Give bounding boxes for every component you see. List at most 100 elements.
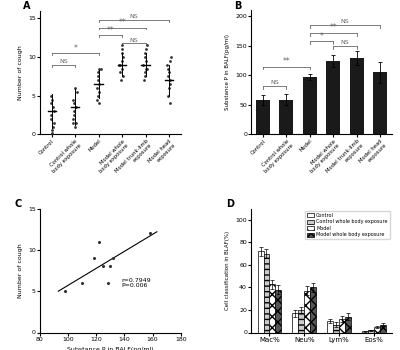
Point	[70, 108, 77, 114]
Bar	[380, 324, 386, 332]
Point	[167, 77, 174, 83]
Bar	[333, 324, 339, 332]
Point	[164, 62, 170, 68]
Point	[110, 256, 116, 261]
Bar	[350, 58, 364, 134]
Point	[50, 124, 56, 130]
Y-axis label: Cell classification in BLAF(%): Cell classification in BLAF(%)	[225, 231, 230, 310]
Text: B: B	[234, 1, 242, 10]
Point	[49, 130, 56, 135]
Point	[70, 97, 76, 102]
Text: C: C	[15, 199, 22, 209]
Point	[119, 58, 126, 64]
Point	[165, 74, 172, 79]
Point	[100, 264, 106, 269]
Point	[71, 124, 78, 130]
Point	[50, 104, 56, 110]
Bar	[339, 319, 345, 332]
Point	[167, 100, 174, 106]
Point	[143, 66, 149, 71]
Point	[72, 104, 79, 110]
Point	[118, 43, 125, 48]
Text: NS: NS	[59, 59, 68, 64]
Point	[74, 89, 80, 95]
Point	[70, 116, 76, 122]
Point	[116, 62, 122, 68]
Point	[147, 231, 153, 236]
Point	[96, 100, 102, 106]
Point	[140, 77, 147, 83]
Legend: Control, Control whole body exposure, Model, Model whole body exposure: Control, Control whole body exposure, Mo…	[305, 211, 390, 239]
Point	[48, 100, 54, 106]
X-axis label: Substance P in BALF(pg/ml): Substance P in BALF(pg/ml)	[67, 347, 154, 350]
Point	[140, 62, 146, 68]
Point	[96, 81, 102, 87]
Point	[164, 66, 171, 71]
Point	[48, 93, 54, 98]
Bar	[326, 61, 340, 134]
Bar	[303, 77, 317, 134]
Bar	[362, 331, 368, 332]
Point	[94, 97, 100, 102]
Point	[94, 85, 100, 91]
Point	[71, 112, 78, 118]
Bar	[264, 254, 270, 332]
Y-axis label: Number of cough: Number of cough	[18, 243, 22, 298]
Point	[119, 50, 126, 56]
Point	[95, 77, 101, 83]
Text: NS: NS	[130, 14, 138, 19]
Text: D: D	[226, 199, 234, 209]
Bar	[368, 330, 374, 332]
Point	[96, 89, 102, 95]
Point	[118, 77, 124, 83]
Bar	[292, 313, 298, 332]
Point	[168, 54, 174, 60]
Point	[143, 58, 149, 64]
Point	[142, 50, 148, 56]
Bar	[270, 284, 275, 332]
Point	[51, 108, 57, 114]
Point	[144, 43, 150, 48]
Point	[119, 66, 126, 71]
Point	[90, 256, 97, 261]
Y-axis label: Substance P in BALF(pg/ml): Substance P in BALF(pg/ml)	[225, 34, 230, 110]
Bar	[256, 100, 270, 134]
Bar	[304, 291, 310, 332]
Text: *: *	[320, 32, 324, 41]
Text: **: **	[282, 57, 290, 66]
Point	[166, 85, 172, 91]
Y-axis label: Number of cough: Number of cough	[18, 45, 22, 100]
Point	[167, 58, 174, 64]
Text: **: **	[106, 26, 114, 35]
Text: r=0.7949
P=0.006: r=0.7949 P=0.006	[122, 278, 152, 288]
Point	[48, 112, 55, 118]
Point	[119, 47, 125, 52]
Point	[95, 93, 101, 98]
Point	[142, 70, 148, 75]
Point	[71, 100, 77, 106]
Point	[141, 74, 148, 79]
Point	[48, 128, 55, 133]
Point	[72, 120, 79, 126]
Bar	[373, 72, 387, 134]
Point	[142, 54, 148, 60]
Point	[117, 70, 124, 75]
Point	[104, 280, 111, 286]
Bar	[279, 99, 294, 134]
Point	[166, 70, 172, 75]
Point	[144, 66, 150, 71]
Point	[120, 74, 126, 79]
Point	[49, 97, 56, 102]
Point	[51, 120, 57, 126]
Point	[117, 62, 124, 68]
Bar	[345, 317, 351, 332]
Point	[72, 85, 78, 91]
Point	[69, 120, 76, 126]
Point	[98, 66, 104, 71]
Point	[165, 93, 171, 98]
Text: **: **	[118, 18, 126, 27]
Point	[96, 239, 102, 245]
Text: A: A	[23, 1, 31, 10]
Point	[95, 70, 101, 75]
Point	[143, 47, 150, 52]
